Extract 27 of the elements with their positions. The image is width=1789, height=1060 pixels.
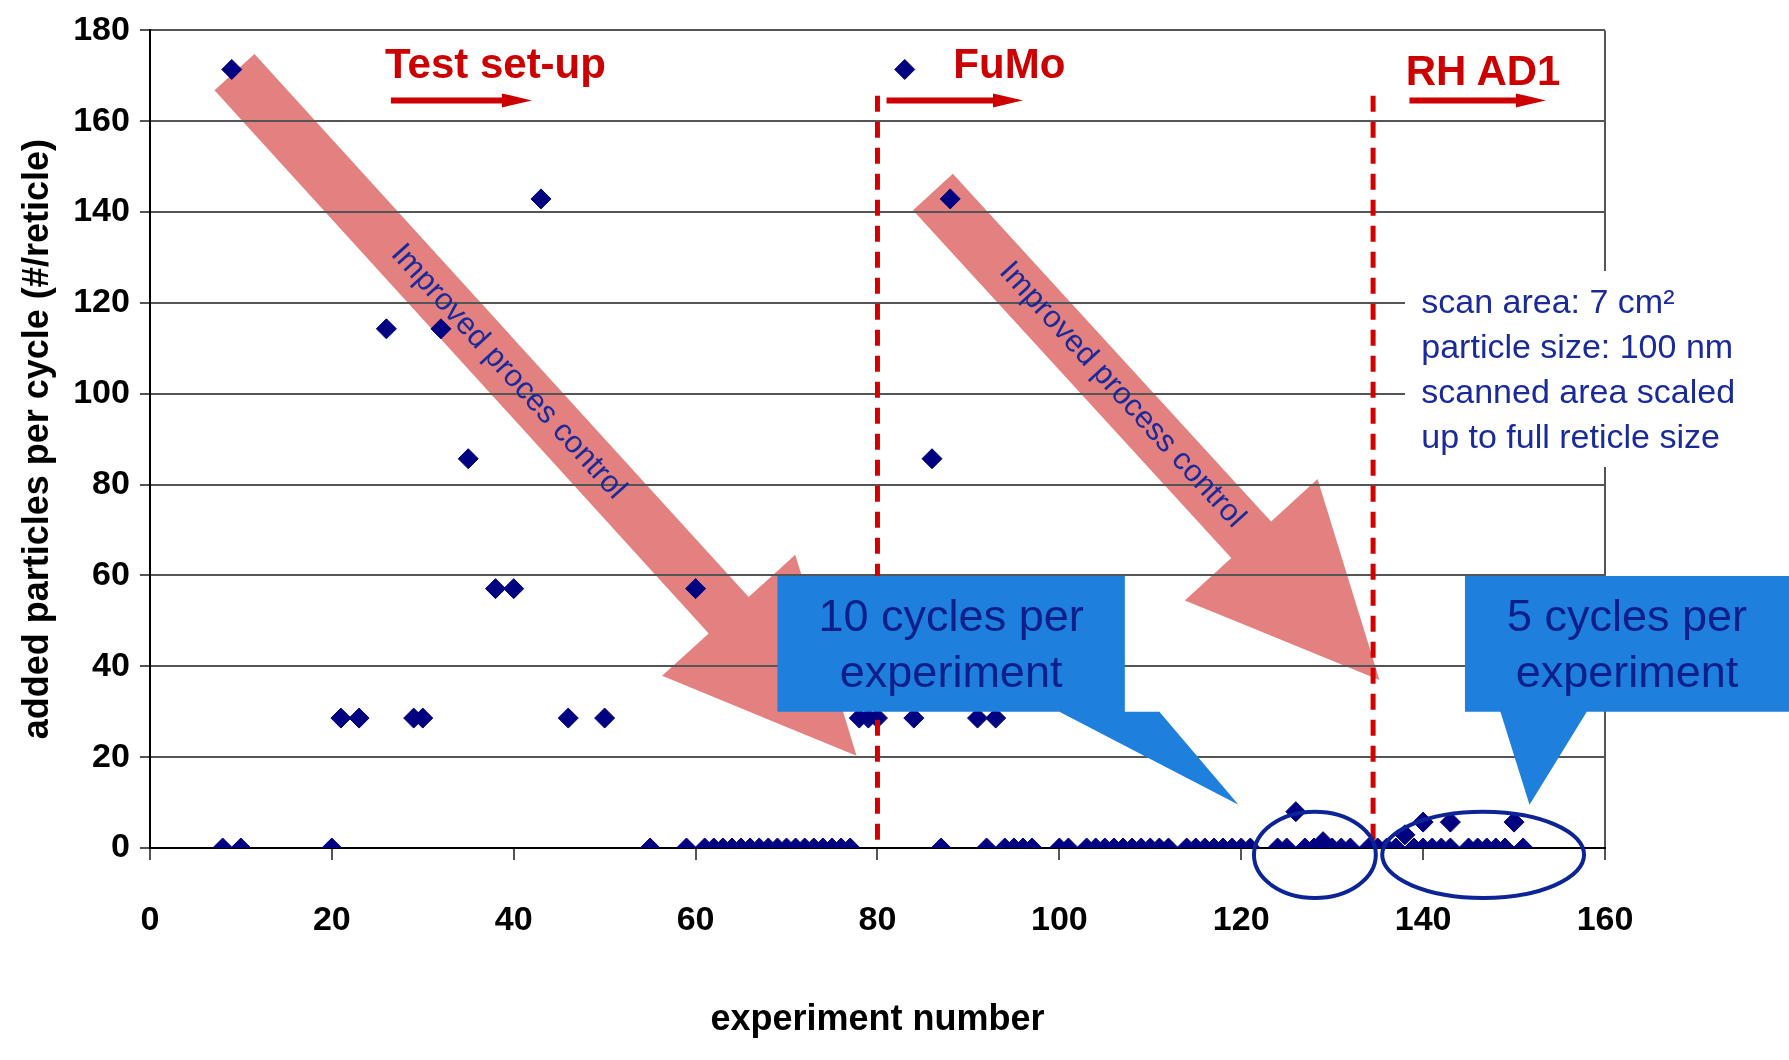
x-axis-title: experiment number — [710, 997, 1045, 1039]
annotation: RH AD1 — [1405, 47, 1561, 96]
y-tick-label: 20 — [92, 735, 130, 774]
annotation: Test set-up — [385, 40, 606, 89]
y-tick-label: 100 — [73, 372, 130, 411]
x-tick-label: 40 — [494, 898, 533, 937]
y-tick-label: 140 — [73, 190, 130, 229]
annotation: FuMo — [953, 40, 1066, 89]
y-tick-label: 80 — [92, 463, 130, 501]
x-tick-label: 20 — [312, 898, 351, 937]
y-tick-label: 180 — [73, 8, 130, 47]
y-axis-title: added particles per cycle (#/reticle) — [14, 139, 56, 740]
x-tick-label: 80 — [858, 898, 897, 937]
y-tick-label: 120 — [73, 281, 130, 320]
x-tick-label: 60 — [676, 898, 715, 937]
x-tick-label: 160 — [1576, 898, 1634, 937]
x-tick-label: 0 — [140, 898, 160, 937]
annotation: 10 cycles per experiment — [817, 588, 1085, 699]
y-tick-label: 60 — [92, 553, 130, 592]
x-tick-label: 100 — [1030, 898, 1088, 937]
y-tick-label: 0 — [111, 826, 130, 865]
x-tick-label: 120 — [1212, 898, 1270, 937]
annotation: scan area: 7 cm² particle size: 100 nm scanned area scaled up to full reticle size — [1405, 271, 1752, 468]
x-tick-label: 140 — [1394, 898, 1452, 937]
y-tick-label: 160 — [73, 99, 130, 138]
annotation: 5 cycles per experiment — [1505, 588, 1748, 699]
y-tick-label: 40 — [92, 644, 130, 683]
